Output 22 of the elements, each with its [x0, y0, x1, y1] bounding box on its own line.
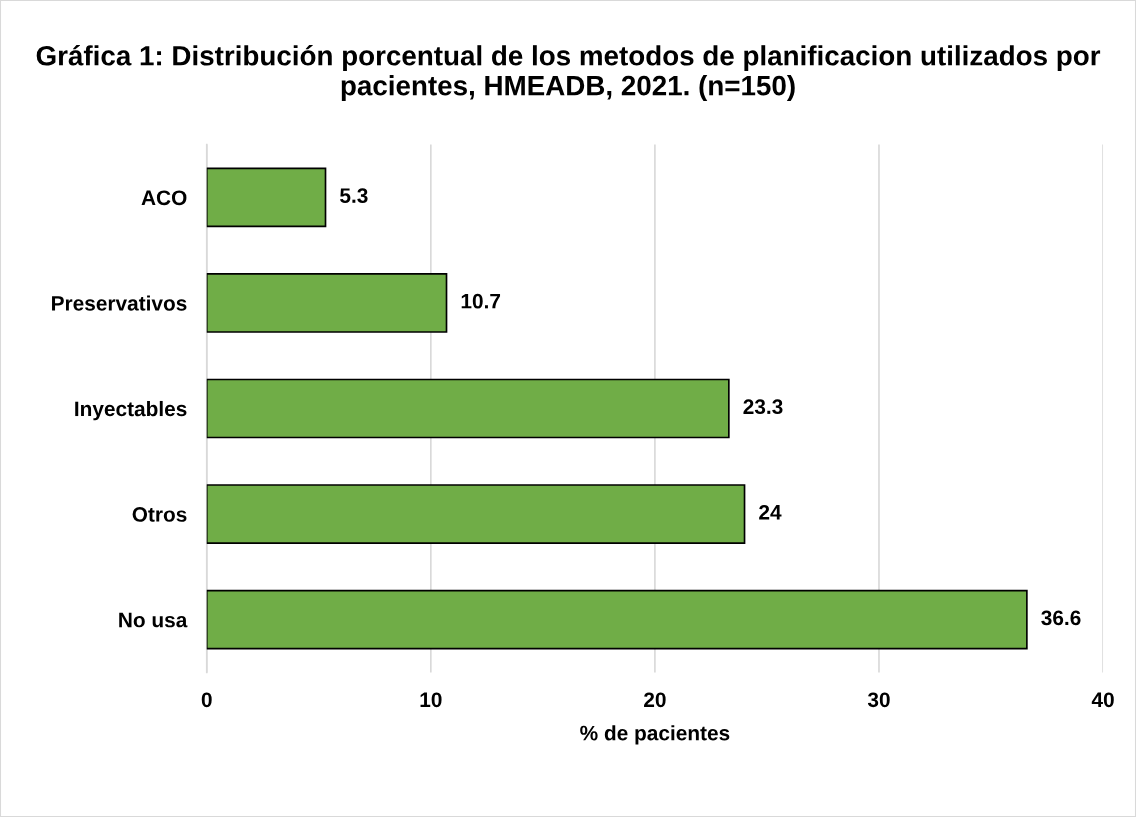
x-tick-label: 40 — [1091, 692, 1114, 708]
data-label: 10.7 — [461, 293, 501, 309]
bar — [206, 589, 1028, 650]
x-tick-label: 30 — [867, 692, 890, 708]
data-label: 23.3 — [743, 399, 783, 415]
y-tick-label: Otros — [132, 507, 187, 522]
x-axis-title: % de pacientes — [580, 725, 730, 745]
bar — [206, 378, 730, 439]
bar — [206, 273, 448, 333]
data-label: 24 — [759, 504, 782, 520]
y-tick-label: No usa — [119, 612, 188, 628]
x-tick-label: 10 — [420, 692, 442, 708]
y-tick-label: Preservativos — [52, 295, 187, 311]
x-tick-label: 20 — [644, 692, 666, 708]
bar — [206, 484, 746, 544]
x-tick-label: 0 — [201, 692, 212, 708]
bar — [206, 167, 327, 228]
chart-title: Gráfica 1: Distribución porcentual de los metodos de planificacion utilizados por pacientes, HMEADB, 2021. (n=150) — [36, 44, 1101, 101]
data-label: 36.6 — [1041, 610, 1081, 626]
y-tick-label: ACO — [141, 190, 187, 206]
y-tick-label: Inyectables — [75, 400, 187, 421]
data-label: 5.3 — [340, 188, 368, 204]
